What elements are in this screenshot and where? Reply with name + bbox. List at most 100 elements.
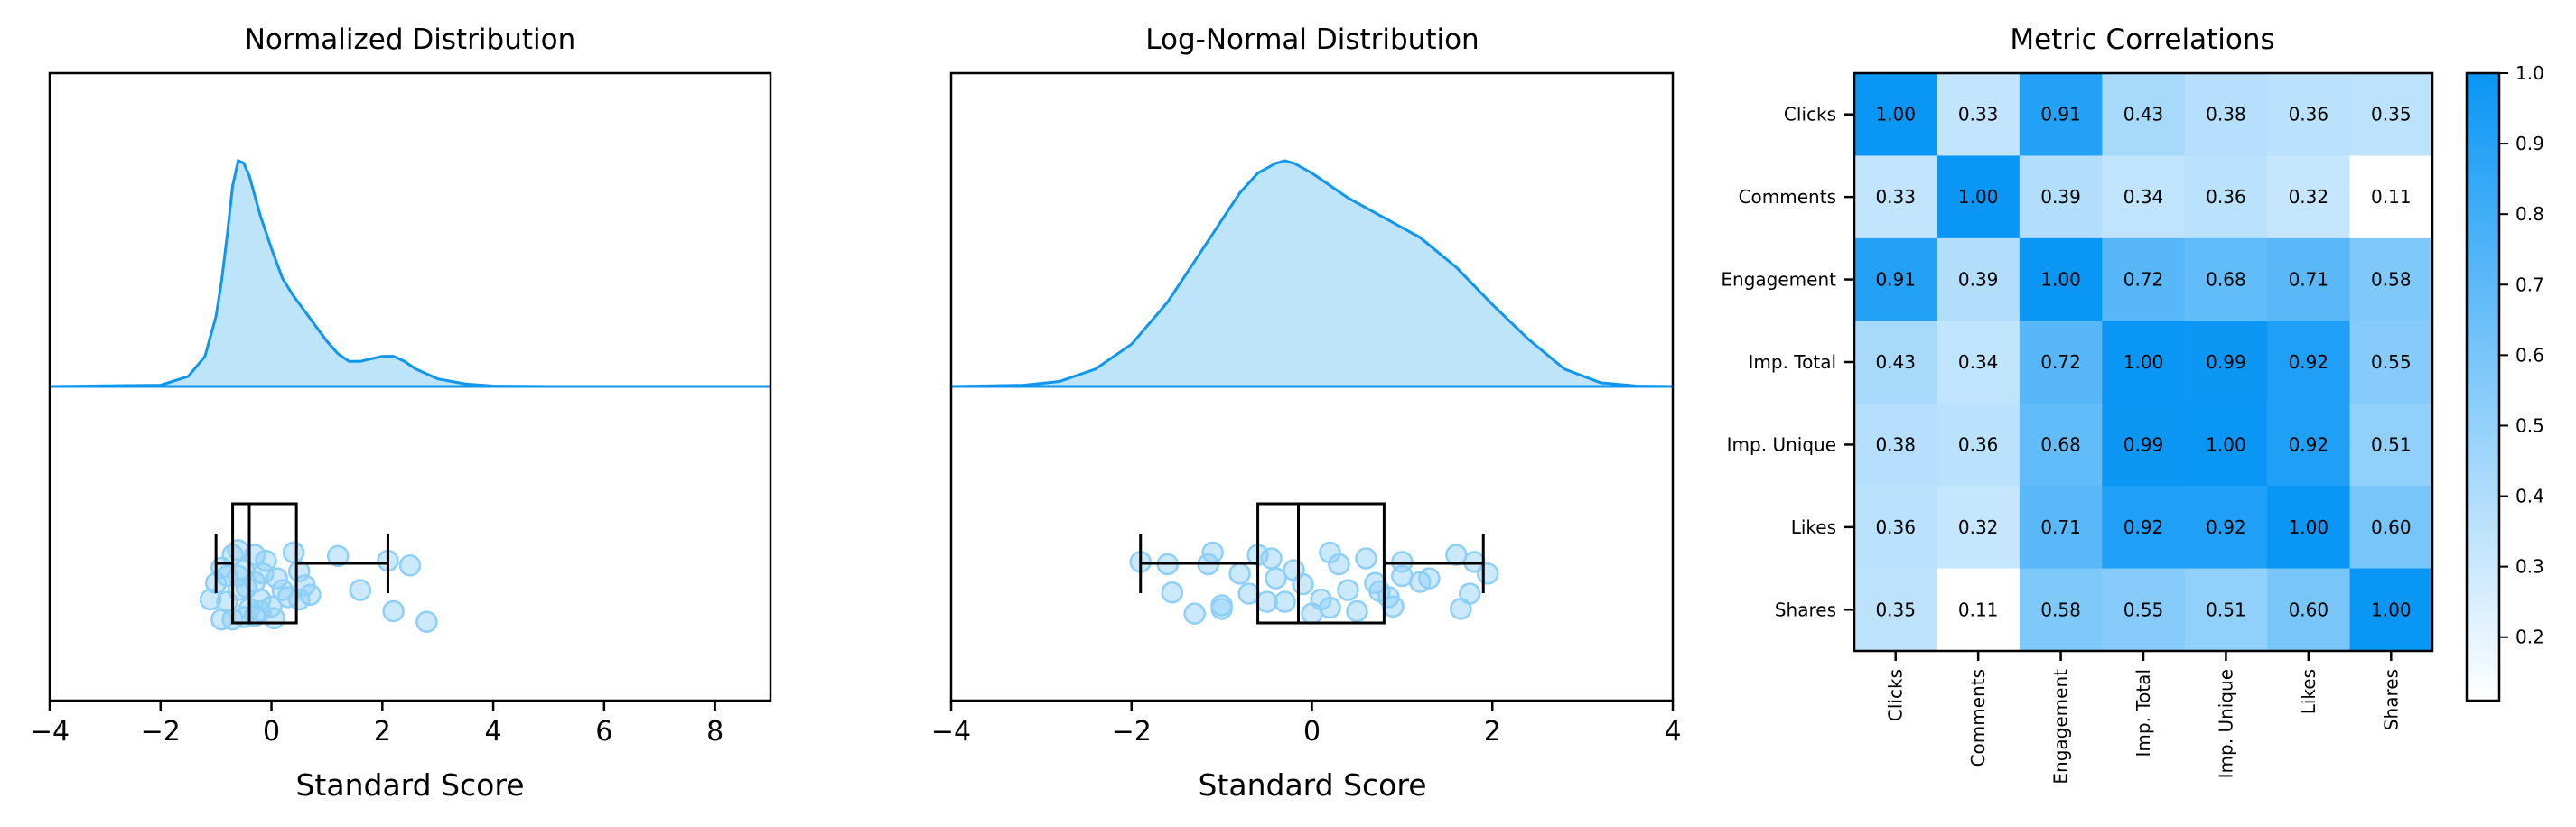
data-point — [1445, 544, 1468, 566]
cell-value: 0.33 — [1875, 186, 1916, 208]
cell-value: 0.60 — [2289, 599, 2329, 620]
cell-value: 0.72 — [2123, 269, 2164, 291]
cell-value: 0.36 — [1958, 433, 1999, 455]
data-point — [1301, 602, 1323, 625]
x-tick-label: 4 — [485, 716, 502, 748]
heatmap-cell — [1937, 73, 2021, 156]
heatmap-cells: 1.00 0.33 0.91 0.43 0.38 0.36 0.35 0.33 1.00 0.39… — [1854, 73, 2433, 652]
data-point — [1161, 581, 1183, 604]
x-tick-label: Clicks — [1885, 669, 1907, 721]
data-point — [1260, 547, 1283, 570]
data-point — [1274, 590, 1296, 613]
cell-value: 0.43 — [2123, 104, 2164, 125]
heatmap-cell — [2349, 237, 2433, 321]
density-line — [49, 158, 770, 388]
heatmap-cell — [2019, 568, 2103, 652]
heatmap-cell — [2184, 486, 2268, 570]
cell-value: 0.36 — [2206, 186, 2246, 208]
cell-value: 1.00 — [2371, 599, 2412, 620]
data-point — [1328, 553, 1350, 576]
x-tick-label: Shares — [2380, 669, 2402, 730]
heatmap-cell — [1854, 403, 1937, 487]
x-tick-label: Comments — [1967, 669, 1989, 767]
data-point — [287, 588, 311, 611]
data-point — [1265, 567, 1287, 590]
x-axis-ticks: Clicks Comments Engagement Imp. Total Imp. U… — [1885, 651, 2402, 785]
y-tick-label: Comments — [1739, 186, 1836, 208]
data-point — [1210, 598, 1233, 620]
density-area — [50, 161, 770, 386]
colorbar-tick-label: 0.7 — [2515, 274, 2544, 295]
data-point — [287, 560, 311, 583]
density-line — [950, 159, 1674, 388]
cell-value: 0.43 — [1875, 351, 1916, 373]
panel-title: Metric Correlations — [2010, 23, 2274, 56]
cell-value: 0.51 — [2206, 599, 2246, 620]
cell-value: 0.32 — [2289, 186, 2329, 208]
cell-value: 0.99 — [2206, 351, 2246, 373]
heatmap-cell — [2349, 155, 2433, 239]
heatmap-cell — [1937, 568, 2021, 652]
x-tick-label: Imp. Unique — [2215, 669, 2236, 778]
data-point — [299, 583, 322, 607]
x-axis-label: Standard Score — [1198, 767, 1426, 803]
cell-value: 0.36 — [1875, 516, 1916, 538]
data-point — [263, 607, 285, 630]
heatmap-cell — [1937, 321, 2021, 404]
x-tick-label: 8 — [706, 716, 723, 748]
heatmap-cell — [2184, 321, 2268, 404]
log-normal-distribution-panel: Log-Normal Distribution −4 −2 0 2 4 Standard… — [931, 23, 1682, 803]
cell-value: 0.58 — [2371, 269, 2412, 291]
cell-value: 0.92 — [2206, 516, 2246, 538]
box-plot — [1139, 502, 1485, 625]
x-tick-label: −2 — [141, 716, 181, 748]
cell-value: 0.71 — [2289, 269, 2329, 291]
data-point — [1228, 562, 1251, 585]
cell-value: 0.35 — [2371, 104, 2412, 125]
heatmap-cell — [1854, 155, 1937, 239]
data-point — [1337, 579, 1359, 601]
heatmap-cell — [2102, 155, 2186, 239]
cell-value: 0.35 — [1875, 599, 1916, 620]
data-point — [1355, 547, 1377, 570]
y-axis-ticks: Clicks Comments Engagement Imp. Total Imp. U… — [1721, 104, 1854, 620]
cell-value: 0.68 — [2206, 269, 2246, 291]
y-tick-label: Likes — [1791, 516, 1836, 538]
metric-correlations-heatmap: Metric Correlations 1.00 0.33 0.91 0.43 0.38… — [1721, 23, 2543, 785]
data-point — [326, 544, 350, 568]
data-point — [1255, 590, 1278, 613]
cell-value: 0.33 — [1958, 104, 1999, 125]
heatmap-cell — [2019, 237, 2103, 321]
heatmap-cell — [1854, 73, 1937, 156]
cell-value: 0.91 — [1875, 269, 1916, 291]
data-point — [199, 588, 222, 611]
cell-value: 1.00 — [2206, 433, 2246, 455]
jitter-points — [199, 539, 438, 633]
heatmap-cell — [2267, 403, 2351, 487]
cell-value: 1.00 — [1958, 186, 1999, 208]
heatmap-cell — [2019, 403, 2103, 487]
colorbar-tick-label: 0.4 — [2515, 486, 2544, 507]
data-point — [349, 579, 372, 601]
data-point — [216, 564, 238, 588]
data-point — [1391, 564, 1414, 588]
y-tick-label: Shares — [1775, 599, 1836, 620]
data-point — [1346, 599, 1368, 623]
x-tick-label: 0 — [1303, 716, 1321, 748]
colorbar-ticks: 0.2 0.3 0.4 0.5 0.6 0.7 0.8 0.9 1.0 — [2499, 62, 2544, 648]
cell-value: 0.71 — [2040, 516, 2081, 538]
data-point — [252, 562, 275, 585]
x-tick-label: 0 — [263, 716, 280, 748]
x-axis-ticks: −4 −2 0 2 4 — [931, 701, 1682, 748]
heatmap-cell — [2349, 321, 2433, 404]
heatmap-cell — [2184, 568, 2268, 652]
cell-value: 0.68 — [2040, 433, 2081, 455]
heatmap-cell — [2102, 486, 2186, 570]
y-tick-label: Clicks — [1784, 104, 1836, 125]
plot-frame — [48, 71, 772, 702]
data-point — [282, 541, 305, 564]
cell-value: 0.39 — [2040, 186, 2081, 208]
heatmap-cell — [2184, 403, 2268, 487]
heatmap-cell — [1937, 403, 2021, 487]
